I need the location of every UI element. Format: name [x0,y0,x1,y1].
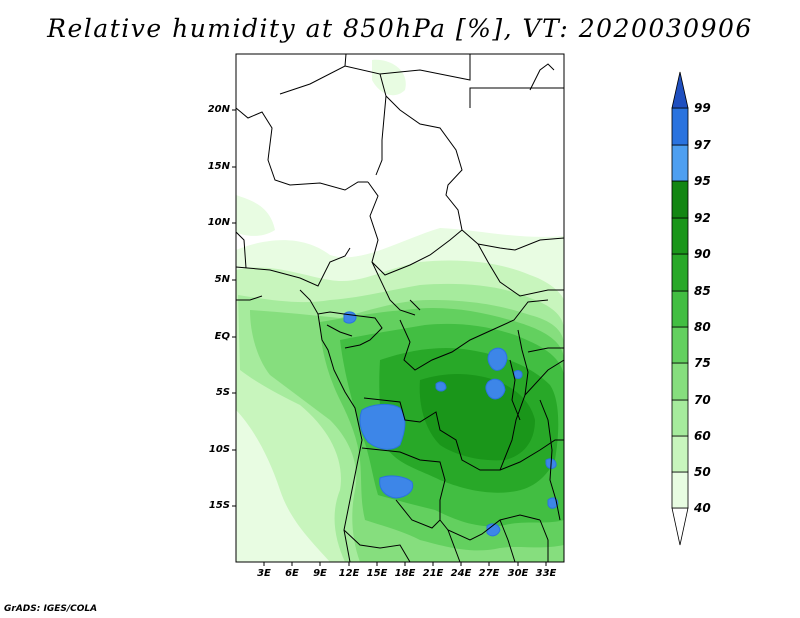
lon-label-9e: 9E [313,568,327,579]
colorbar-box-60-70 [671,399,689,437]
colorbar-label-90: 90 [694,247,711,261]
colorbar-box-50-60 [671,435,689,473]
colorbar-label-85: 85 [694,284,711,298]
colorbar-label-60: 60 [694,429,711,443]
lon-label-18e: 18E [394,568,416,579]
colorbar-box-97-99 [671,107,689,146]
lat-label-10s: 10S [208,444,230,455]
rh-90-92-area [419,374,535,461]
colorbar-arrow-high [671,71,689,109]
lon-label-27e: 27E [478,568,500,579]
colorbar-label-99: 99 [694,101,711,115]
rh-95-plus-patch-rwanda [513,370,523,379]
colorbar-arrow-low [671,507,689,546]
colorbar-label-40: 40 [694,501,711,515]
rh-95-plus-patch-angola [359,403,406,450]
lat-label-15n: 15N [207,161,230,172]
colorbar-label-80: 80 [694,320,711,334]
colorbar-label-70: 70 [694,393,711,407]
lat-label-15s: 15S [208,500,230,511]
lon-label-15e: 15E [366,568,388,579]
colorbar-box-40-50 [671,471,689,509]
rh-95-plus-patch-gabon [343,311,357,324]
colorbar-box-70-75 [671,362,689,401]
lat-label-5n: 5N [214,274,230,285]
colorbar-box-95-97 [671,144,689,182]
lat-label-5s: 5S [215,387,230,398]
colorbar-label-97: 97 [694,138,711,152]
rh-95-plus-patch-mozambique [486,523,501,537]
lat-label-eq: EQ [214,331,230,342]
rh-40-50-patch-north [236,195,275,236]
lat-label-20n: 20N [207,104,230,115]
lon-label-33e: 33E [535,568,557,579]
rh-95-plus-patch-south [379,475,414,499]
colorbar [671,71,689,546]
country-borders [236,54,564,562]
colorbar-box-80-85 [671,290,689,328]
axis-ticks [232,109,547,566]
rh-95-plus-patch-ocean [547,497,559,509]
rh-95-plus-patch-congo [435,381,447,392]
colorbar-box-85-90 [671,253,689,292]
lon-label-21e: 21E [422,568,444,579]
colorbar-label-75: 75 [694,356,711,370]
humidity-field [236,54,564,562]
colorbar-label-95: 95 [694,174,711,188]
colorbar-box-92-95 [671,180,689,219]
lon-label-3e: 3E [257,568,271,579]
rh-95-plus-patch-central [485,378,506,400]
lat-label-10n: 10N [207,217,230,228]
map-title: Relative humidity at 850hPa [%], VT: 202… [47,14,753,43]
lon-label-6e: 6E [285,568,299,579]
rh-40-50-patch-sahel [372,59,406,96]
colorbar-box-75-80 [671,326,689,364]
lon-label-30e: 30E [507,568,529,579]
colorbar-label-50: 50 [694,465,711,479]
rh-95-plus-patch-east [487,347,508,371]
grads-credit: GrADS: IGES/COLA [4,604,98,614]
colorbar-label-92: 92 [694,211,711,225]
colorbar-box-90-92 [671,217,689,255]
lon-label-24e: 24E [450,568,472,579]
lon-label-12e: 12E [338,568,360,579]
map-frame [235,53,565,563]
